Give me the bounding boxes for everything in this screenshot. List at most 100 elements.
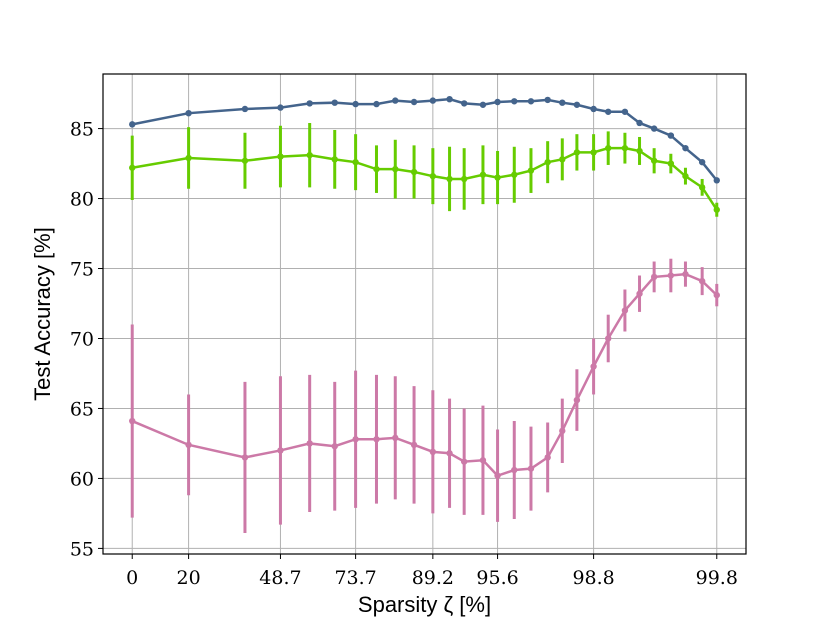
- point: [527, 98, 535, 105]
- plot-area: [129, 95, 720, 534]
- point: [494, 98, 501, 106]
- point: [331, 156, 338, 163]
- x-tick-label: 89.2: [412, 567, 454, 589]
- series-line: [132, 146, 718, 211]
- point: [621, 108, 629, 115]
- point: [511, 98, 518, 105]
- point: [559, 427, 566, 435]
- point: [573, 101, 581, 108]
- point: [185, 154, 192, 162]
- point: [277, 104, 284, 111]
- point: [352, 158, 359, 166]
- point: [650, 157, 658, 164]
- x-tick-label: 95.6: [476, 567, 518, 589]
- point: [410, 441, 418, 449]
- point: [511, 466, 518, 474]
- point: [605, 108, 612, 115]
- point: [373, 100, 380, 108]
- point: [559, 156, 566, 163]
- point: [410, 98, 418, 106]
- point: [129, 164, 136, 171]
- point: [331, 443, 338, 450]
- point: [650, 273, 658, 281]
- y-axis-label: Test Accuracy [%]: [30, 227, 55, 401]
- point: [605, 144, 612, 152]
- point: [698, 184, 706, 191]
- point: [527, 465, 535, 472]
- point: [682, 270, 689, 278]
- point: [277, 153, 284, 160]
- y-tick-label: 55: [70, 538, 94, 560]
- point: [559, 99, 566, 106]
- point: [392, 434, 399, 442]
- point: [713, 291, 720, 299]
- point: [636, 119, 643, 127]
- point: [306, 151, 313, 159]
- point: [429, 172, 437, 180]
- point: [621, 144, 629, 152]
- point: [306, 100, 313, 107]
- point: [352, 100, 359, 108]
- point: [129, 417, 136, 425]
- point: [392, 165, 399, 173]
- point: [479, 101, 487, 108]
- point: [306, 440, 313, 447]
- x-tick-label: 98.8: [572, 567, 614, 589]
- point: [460, 100, 468, 107]
- x-tick-label: 99.8: [696, 567, 738, 589]
- point: [573, 396, 581, 404]
- point: [479, 457, 487, 464]
- x-axis-label: Sparsity ζ [%]: [358, 592, 491, 617]
- point: [460, 175, 468, 183]
- point: [494, 174, 501, 181]
- point: [429, 448, 437, 456]
- x-tick-label: 48.7: [259, 567, 301, 589]
- point: [605, 335, 612, 342]
- point: [713, 177, 720, 184]
- y-tick-label: 80: [70, 189, 94, 211]
- point: [698, 158, 706, 166]
- point: [241, 157, 249, 164]
- point: [185, 109, 192, 117]
- point: [446, 450, 453, 457]
- point: [713, 206, 720, 213]
- point: [667, 272, 675, 279]
- y-tick-label: 70: [70, 328, 94, 350]
- point: [590, 149, 597, 156]
- point: [446, 95, 453, 103]
- point: [544, 158, 551, 166]
- series-line: [131, 97, 718, 182]
- axes-frame: [102, 73, 747, 555]
- y-tick-label: 85: [70, 119, 94, 141]
- x-tick-label: 20: [177, 567, 201, 589]
- point: [373, 165, 380, 173]
- point: [392, 97, 399, 104]
- x-tick-label: 73.7: [334, 567, 376, 589]
- point: [667, 132, 675, 139]
- point: [650, 125, 658, 132]
- point: [185, 441, 192, 449]
- point: [373, 436, 380, 443]
- point: [331, 99, 338, 106]
- point: [460, 458, 468, 465]
- point: [636, 147, 643, 155]
- point: [621, 307, 629, 314]
- y-tick-label: 65: [70, 398, 94, 420]
- series-line: [131, 272, 718, 478]
- point: [494, 472, 501, 479]
- y-tick-label: 75: [70, 259, 94, 281]
- point: [590, 363, 597, 370]
- y-tick-label: 60: [70, 468, 94, 490]
- point: [352, 436, 359, 443]
- point: [573, 149, 581, 156]
- point: [544, 96, 551, 104]
- point: [511, 171, 518, 178]
- point: [667, 160, 675, 167]
- point: [544, 454, 551, 461]
- point: [636, 290, 643, 297]
- point: [410, 168, 418, 176]
- point: [590, 105, 597, 113]
- x-tick-label: 0: [126, 567, 138, 589]
- point: [682, 172, 689, 180]
- point: [129, 121, 136, 128]
